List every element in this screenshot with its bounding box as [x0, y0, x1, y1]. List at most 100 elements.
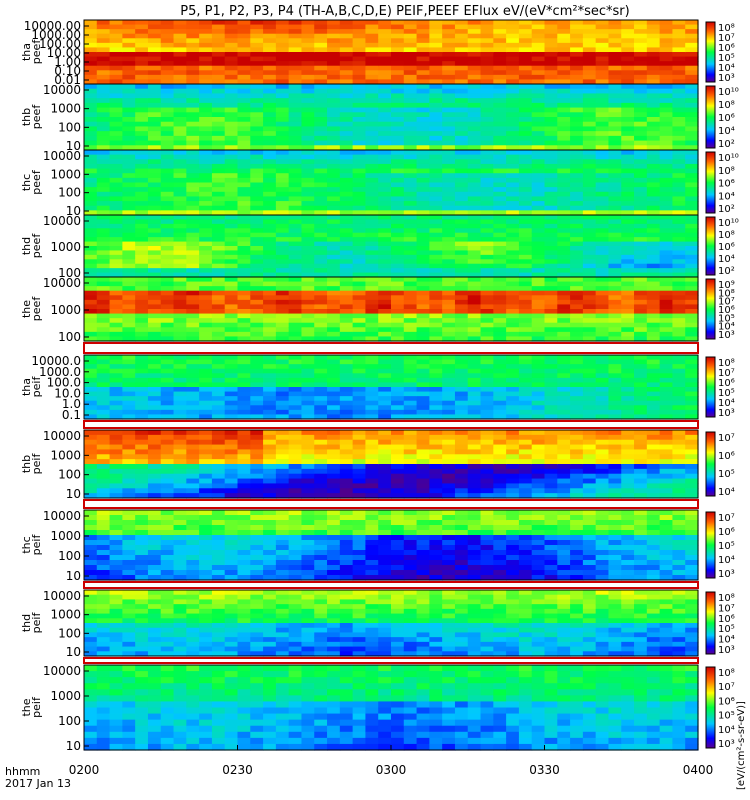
heatmap-cell: [352, 102, 367, 109]
heatmap-cell: [378, 434, 392, 441]
heatmap-cell: [595, 281, 610, 287]
heatmap-cell: [96, 483, 111, 489]
heatmap-cell: [570, 483, 584, 489]
heatmap-cell: [685, 201, 699, 207]
heatmap-cell: [237, 223, 251, 229]
heatmap-cell: [224, 444, 239, 451]
heatmap-cell: [454, 223, 469, 229]
heatmap-cell: [454, 93, 469, 99]
heatmap-cell: [544, 205, 558, 211]
heatmap-cell: [429, 168, 443, 174]
heatmap-cell: [314, 52, 328, 58]
heatmap-cell: [595, 488, 610, 494]
heatmap-cell: [365, 47, 379, 53]
heatmap-cell: [595, 159, 610, 165]
heatmap-cell: [557, 299, 571, 306]
heatmap-cell: [173, 228, 187, 234]
heatmap-cell: [339, 102, 354, 109]
heatmap-cell: [531, 74, 546, 81]
heatmap-cell: [211, 196, 226, 202]
heatmap-cell: [531, 295, 546, 301]
heatmap-cell: [467, 33, 482, 39]
heatmap-cell: [301, 488, 315, 494]
heatmap-cell: [582, 24, 597, 30]
heatmap-cell: [544, 79, 558, 85]
heatmap-cell: [352, 135, 367, 142]
heatmap-cell: [621, 290, 635, 296]
heatmap-cell: [429, 355, 443, 361]
heatmap-cell: [186, 210, 200, 216]
heatmap-cell: [429, 42, 443, 49]
heatmap-cell: [429, 223, 443, 229]
heatmap-cell: [480, 102, 494, 109]
heatmap-cell: [608, 493, 622, 499]
heatmap-cell: [595, 286, 610, 292]
heatmap-cell: [570, 250, 584, 256]
heatmap-cell: [646, 98, 661, 104]
heatmap-cell: [263, 246, 277, 252]
heatmap-cell: [557, 396, 571, 402]
heatmap-cell: [416, 459, 430, 465]
heatmap-cell: [391, 281, 405, 287]
heatmap-cell: [403, 434, 418, 441]
heatmap-cell: [570, 318, 584, 324]
colorbar-tick-label: 10⁵: [718, 469, 735, 480]
heatmap-cell: [544, 246, 558, 252]
heatmap-cell: [531, 93, 546, 99]
heatmap-cell: [135, 61, 149, 67]
heatmap-cell: [454, 150, 469, 156]
heatmap-cell: [595, 449, 610, 455]
heatmap-cell: [480, 126, 494, 132]
heatmap-cell: [467, 42, 482, 49]
heatmap-cell: [186, 250, 200, 256]
heatmap-cell: [442, 272, 456, 278]
heatmap-cell: [570, 464, 584, 470]
heatmap-cell: [122, 121, 136, 128]
heatmap-cell: [429, 163, 443, 170]
heatmap-cell: [122, 530, 136, 536]
heatmap-cell: [582, 102, 597, 109]
heatmap-cell: [570, 223, 584, 229]
heatmap-cell: [199, 98, 213, 104]
heatmap-cell: [173, 405, 187, 411]
heatmap-cell: [339, 47, 354, 53]
heatmap-cell: [595, 299, 610, 306]
heatmap-cell: [211, 135, 226, 142]
heatmap-cell: [224, 277, 239, 283]
heatmap-cell: [224, 173, 239, 179]
heatmap-cell: [135, 409, 149, 416]
heatmap-cell: [122, 322, 136, 328]
heatmap-cell: [135, 295, 149, 301]
heatmap-cell: [352, 84, 367, 90]
heatmap-cell: [493, 444, 507, 451]
heatmap-cell: [429, 309, 443, 315]
heatmap-cell: [147, 74, 162, 81]
heatmap-cell: [518, 464, 533, 470]
heatmap-cell: [275, 478, 290, 485]
heatmap-cell: [237, 263, 251, 269]
heatmap-cell: [454, 478, 469, 485]
heatmap-cell: [685, 449, 699, 455]
heatmap-cell: [250, 318, 264, 324]
heatmap-cell: [109, 327, 123, 333]
heatmap-cell: [173, 368, 187, 374]
heatmap-cell: [621, 449, 635, 455]
heatmap-cell: [391, 112, 405, 118]
heatmap-cell: [659, 263, 674, 269]
heatmap-cell: [160, 373, 175, 379]
heatmap-cell: [531, 464, 546, 470]
heatmap-cell: [288, 478, 303, 485]
heatmap-cell: [454, 331, 469, 338]
heatmap-cell: [621, 20, 635, 26]
heatmap-cell: [275, 61, 290, 67]
heatmap-cell: [493, 168, 507, 174]
heatmap-cell: [518, 173, 533, 179]
heatmap-cell: [467, 396, 482, 402]
heatmap-cell: [314, 33, 328, 39]
heatmap-cell: [122, 223, 136, 229]
heatmap-cell: [544, 42, 558, 49]
heatmap-cell: [211, 182, 226, 188]
heatmap-cell: [378, 299, 392, 306]
heatmap-cell: [531, 33, 546, 39]
heatmap-cell: [480, 47, 494, 53]
